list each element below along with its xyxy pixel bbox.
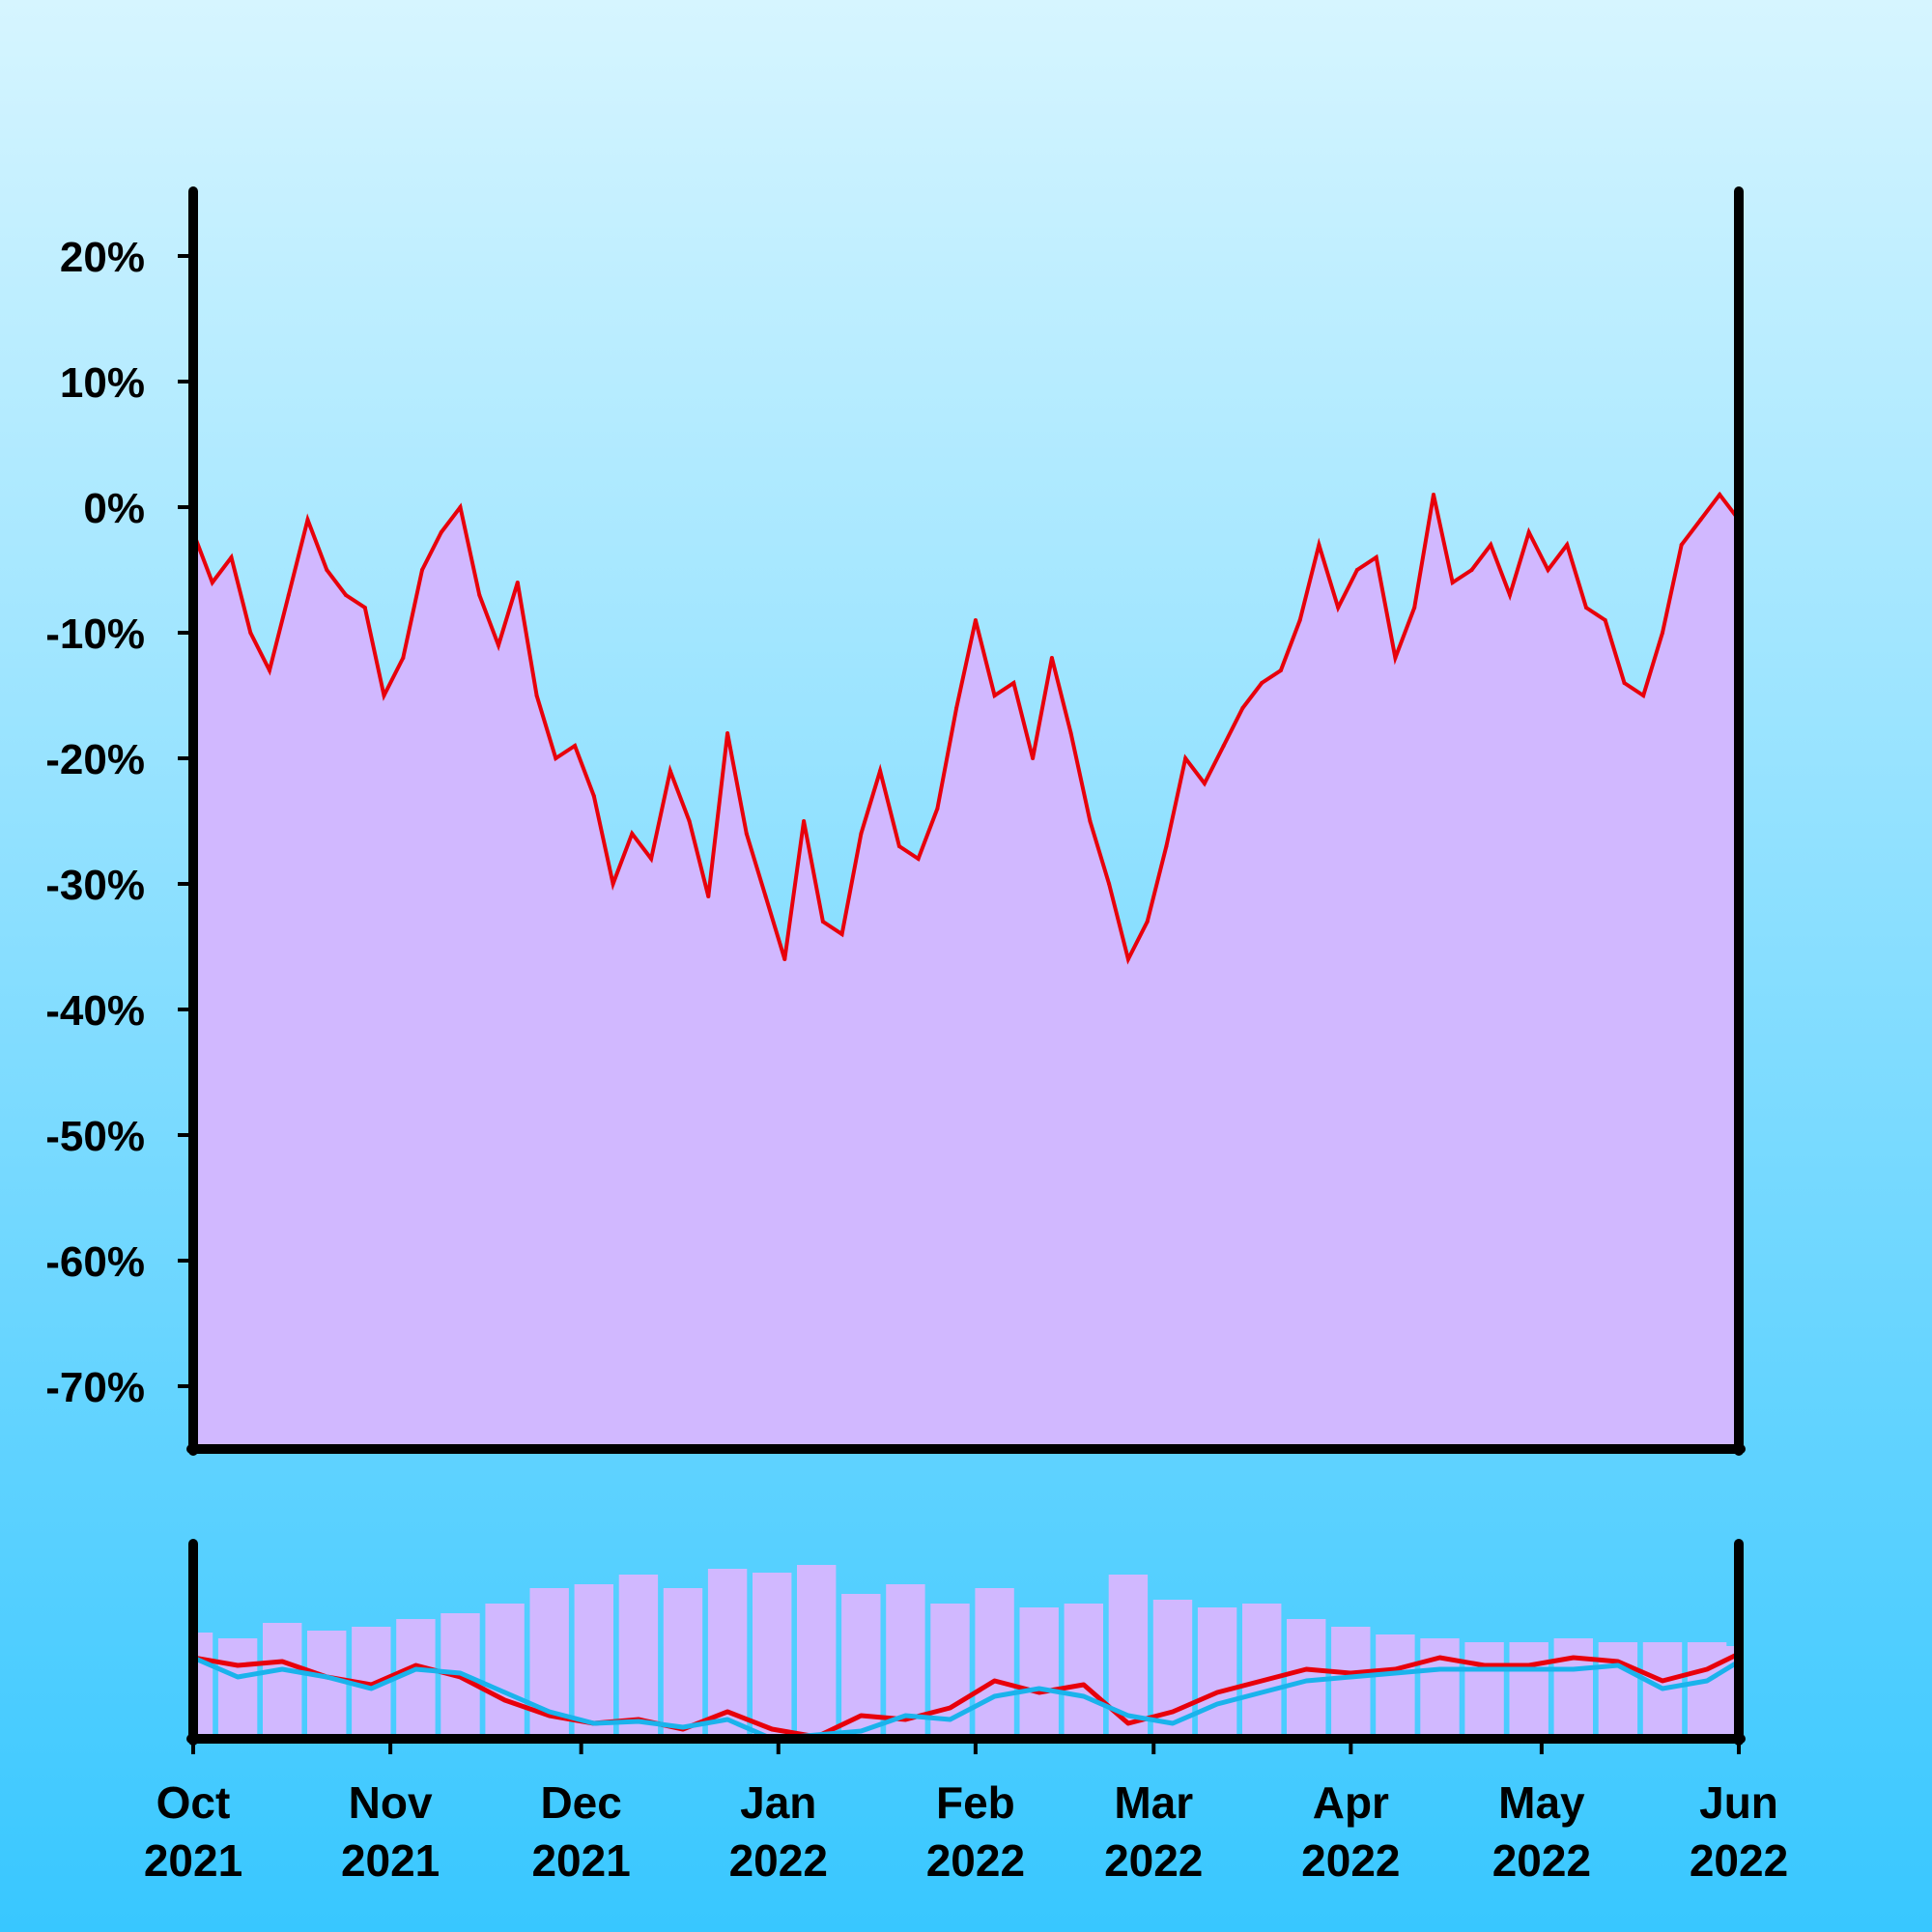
overview-bar-23 [1197, 1607, 1237, 1739]
x-tick-label-year-0: 2021 [144, 1835, 242, 1886]
overview-bar-26 [1331, 1627, 1371, 1739]
y-tick-label-6: -40% [45, 987, 145, 1035]
x-tick-label-month-1: Nov [349, 1777, 433, 1828]
y-tick-label-3: -10% [45, 611, 145, 658]
overview-bar-20 [1064, 1604, 1103, 1739]
overview-line-blue [193, 1655, 1739, 1739]
x-tick-label-month-5: Mar [1114, 1777, 1193, 1828]
x-tick-label-year-3: 2022 [729, 1835, 828, 1886]
overview-panel: Oct 2021 Nov 2021 Dec 2021 Jan 2022 Feb 2022 Mar 20… [144, 1539, 1788, 1886]
overview-bar-9 [574, 1584, 613, 1739]
x-tick-label-month-2: Dec [540, 1777, 621, 1828]
overview-bar-31 [1553, 1638, 1593, 1739]
y-tick-label-2: 0% [83, 485, 145, 532]
x-tick-label-year-2: 2021 [531, 1835, 630, 1886]
overview-bar-14 [797, 1565, 837, 1739]
y-tick-label-0: 20% [60, 234, 145, 281]
overview-bar-3 [307, 1631, 347, 1739]
x-tick-label-month-0: Oct [156, 1777, 231, 1828]
x-tick-label-month-3: Jan [740, 1777, 816, 1828]
overview-bar-7 [485, 1604, 525, 1739]
x-tick-label-month-4: Feb [936, 1777, 1015, 1828]
area-fill [193, 495, 1739, 1449]
overview-bar-10 [618, 1575, 659, 1739]
overview-bar-32 [1598, 1642, 1638, 1739]
overview-line-red [193, 1651, 1739, 1739]
overview-bar-1 [217, 1638, 258, 1739]
x-tick-label-month-7: May [1498, 1777, 1585, 1828]
x-tick-label-year-8: 2022 [1690, 1835, 1788, 1886]
overview-bar-28 [1420, 1638, 1460, 1739]
overview-bar-5 [396, 1619, 436, 1739]
overview-bar-27 [1376, 1634, 1415, 1739]
y-tick-label-7: -50% [45, 1113, 145, 1160]
overview-bar-2 [263, 1623, 302, 1739]
y-tick-label-8: -60% [45, 1238, 145, 1286]
overview-bar-16 [886, 1584, 925, 1739]
x-tick-label-year-1: 2021 [341, 1835, 440, 1886]
overview-bar-19 [1019, 1607, 1059, 1739]
overview-bar-30 [1509, 1642, 1548, 1739]
main-panel: 20% 10% 0% -10% -20% -30% -40% -50% -60% -70% [45, 186, 1746, 1456]
x-axis: Oct 2021 Nov 2021 Dec 2021 Jan 2022 Feb 2022 Mar 20… [144, 1739, 1788, 1886]
y-axis: 20% 10% 0% -10% -20% -30% -40% -50% -60% -70% [45, 234, 193, 1411]
overview-bar-18 [975, 1588, 1014, 1739]
main-series-line [193, 491, 1739, 965]
overview-bar-24 [1242, 1604, 1282, 1739]
overview-bar-29 [1464, 1642, 1504, 1739]
x-tick-label-year-6: 2022 [1301, 1835, 1400, 1886]
y-tick-label-4: -20% [45, 736, 145, 783]
y-tick-label-9: -70% [45, 1364, 145, 1411]
x-tick-label-month-8: Jun [1699, 1777, 1778, 1828]
x-tick-label-month-6: Apr [1313, 1777, 1389, 1828]
overview-bar-11 [663, 1588, 703, 1739]
y-tick-label-1: 10% [60, 359, 145, 407]
y-tick-label-5: -30% [45, 862, 145, 909]
overview-bar-13 [753, 1573, 792, 1739]
x-tick-label-year-7: 2022 [1492, 1835, 1591, 1886]
x-tick-label-year-4: 2022 [926, 1835, 1025, 1886]
x-tick-label-year-5: 2022 [1104, 1835, 1203, 1886]
